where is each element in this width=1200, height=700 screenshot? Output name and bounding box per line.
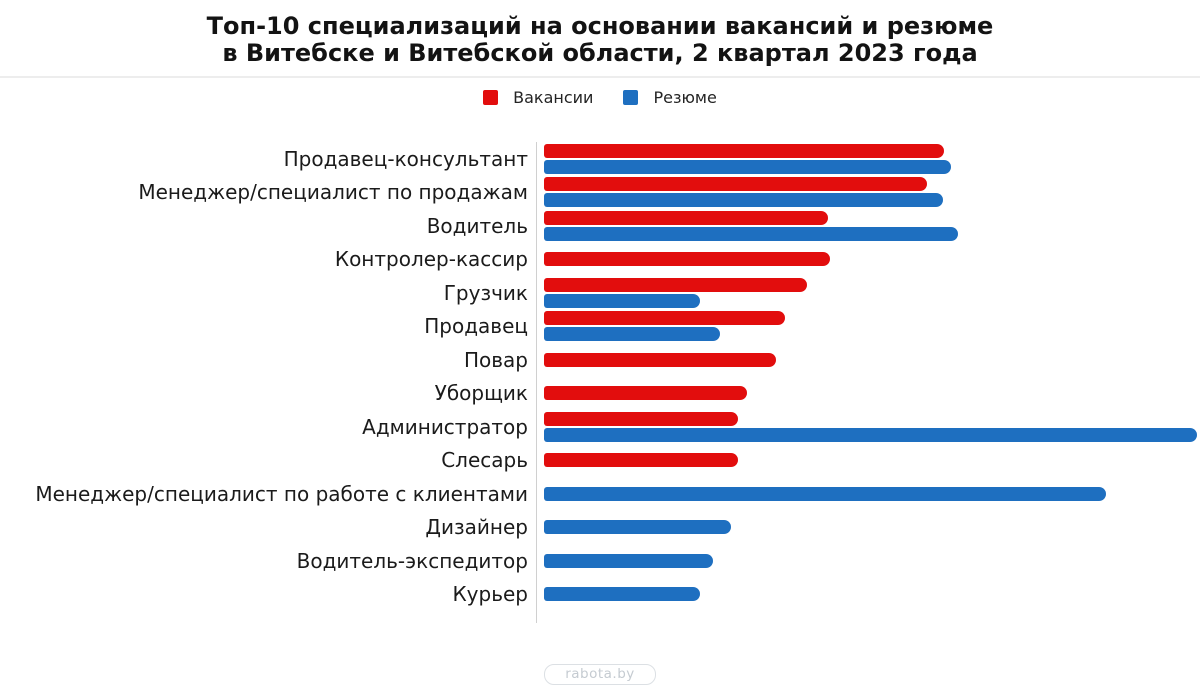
vacancies-bar (544, 210, 828, 225)
chart-title: Топ-10 специализаций на основании ваканс… (0, 0, 1200, 67)
bar-group (544, 411, 1197, 442)
category-label: Контролер-кассир (334, 247, 528, 272)
legend-item-resumes: Резюме (623, 87, 717, 107)
category-label: Дизайнер (425, 515, 528, 540)
vacancies-bar (544, 453, 738, 468)
bar-group (544, 453, 738, 468)
category-label: Повар (463, 347, 528, 372)
bar-group (544, 486, 1106, 501)
resumes-bar (544, 427, 1197, 442)
chart-row: Курьер (0, 578, 1200, 612)
category-label: Продавец-консультант (283, 146, 528, 171)
vacancies-bar (544, 386, 747, 401)
chart-row: Повар (0, 343, 1200, 377)
vacancies-bar (544, 252, 830, 267)
bar-group (544, 553, 713, 568)
resumes-bar (544, 486, 1106, 501)
chart-legend: Вакансии Резюме (0, 87, 1200, 107)
resumes-bar (544, 587, 700, 602)
chart-row: Уборщик (0, 377, 1200, 411)
resumes-bar (544, 226, 958, 241)
category-label: Курьер (452, 582, 528, 607)
vacancies-color-swatch (483, 89, 499, 105)
vacancies-bar (544, 411, 738, 426)
legend-label-vacancies: Вакансии (513, 87, 594, 107)
category-axis-line (536, 142, 537, 623)
vacancies-bar (544, 143, 944, 158)
chart-title-line2: в Витебске и Витебской области, 2 кварта… (222, 39, 978, 67)
chart-row: Администратор (0, 410, 1200, 444)
resumes-bar (544, 327, 720, 342)
bar-group (544, 210, 958, 241)
title-separator-line (0, 76, 1200, 78)
resumes-bar (544, 293, 700, 308)
bar-group (544, 177, 943, 208)
bar-group (544, 587, 700, 602)
resumes-bar (544, 193, 943, 208)
chart-row: Грузчик (0, 276, 1200, 310)
chart-row: Дизайнер (0, 511, 1200, 545)
category-label: Менеджер/специалист по работе с клиентам… (35, 481, 528, 506)
chart-row: Продавец-консультант (0, 142, 1200, 176)
chart-row: Менеджер/специалист по работе с клиентам… (0, 477, 1200, 511)
legend-label-resumes: Резюме (653, 87, 717, 107)
category-label: Администратор (362, 414, 528, 439)
chart-row: Менеджер/специалист по продажам (0, 176, 1200, 210)
chart-row: Слесарь (0, 444, 1200, 478)
category-label: Грузчик (443, 280, 528, 305)
bar-group (544, 252, 830, 267)
vacancies-bar (544, 311, 785, 326)
bar-group (544, 277, 807, 308)
category-label: Менеджер/специалист по продажам (138, 180, 528, 205)
chart-rows: Продавец-консультант Менеджер/специалист … (0, 142, 1200, 611)
category-label: Водитель-экспедитор (296, 548, 528, 573)
legend-item-vacancies: Вакансии (483, 88, 593, 107)
category-label: Слесарь (441, 448, 528, 473)
rabota-by-badge[interactable]: rabota.by (544, 664, 656, 685)
resumes-bar (544, 520, 731, 535)
chart-title-line1: Топ-10 специализаций на основании ваканс… (206, 12, 994, 40)
bar-group (544, 311, 785, 342)
bar-chart: Продавец-консультант Менеджер/специалист … (0, 142, 1200, 623)
footer: rabota.by (0, 664, 1200, 685)
category-label: Водитель (426, 213, 528, 238)
category-label: Продавец (424, 314, 528, 339)
bar-group (544, 352, 776, 367)
bar-group (544, 386, 747, 401)
chart-row: Водитель-экспедитор (0, 544, 1200, 578)
bar-group (544, 143, 951, 174)
bar-group (544, 520, 731, 535)
vacancies-bar (544, 352, 776, 367)
resumes-bar (544, 159, 951, 174)
category-label: Уборщик (434, 381, 528, 406)
vacancies-bar (544, 277, 807, 292)
chart-row: Водитель (0, 209, 1200, 243)
chart-row: Продавец (0, 310, 1200, 344)
vacancies-bar (544, 177, 927, 192)
chart-row: Контролер-кассир (0, 243, 1200, 277)
resumes-color-swatch (623, 89, 639, 105)
resumes-bar (544, 553, 713, 568)
